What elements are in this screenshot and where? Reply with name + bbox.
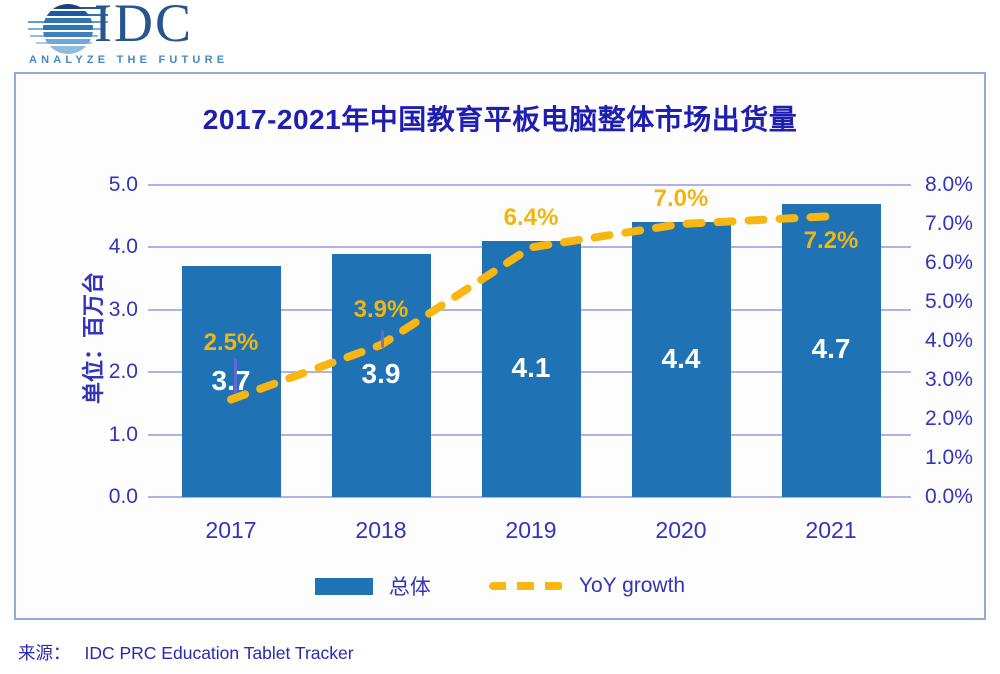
gridline — [148, 496, 911, 498]
bar-value-label: 4.7 — [811, 333, 851, 365]
marker-artifact — [234, 358, 237, 394]
gridline — [148, 184, 911, 186]
x-axis-label-2021: 2021 — [805, 517, 857, 543]
idc-logo-tagline: ANALYZE THE FUTURE — [29, 54, 229, 66]
yoy-label: 3.9% — [353, 295, 409, 323]
left-axis-tick: 2.0 — [108, 360, 138, 384]
right-axis-tick: 2.0% — [925, 407, 973, 430]
right-axis-tick: 4.0% — [925, 329, 973, 352]
bar-value-label: 3.9 — [361, 358, 401, 390]
chart-title: 2017-2021年中国教育平板电脑整体市场出货量 — [202, 104, 798, 135]
chart-frame: 2017-2021年中国教育平板电脑整体市场出货量 单位：百万台 0.0 1.0 2… — [14, 72, 986, 620]
x-axis-label-2020: 2020 — [655, 517, 707, 543]
right-axis-tick: 6.0% — [925, 251, 973, 274]
legend-line-label: YoY growth — [578, 574, 686, 597]
idc-logo-text: IDC — [94, 0, 193, 53]
left-axis-tick: 0.0 — [108, 485, 138, 508]
source-text: IDC PRC Education Tablet Tracker — [84, 643, 354, 663]
left-axis-tick: 4.0 — [108, 235, 138, 259]
source-label: 来源： — [18, 643, 71, 663]
idc-logo: IDC ANALYZE THE FUTURE — [28, 0, 328, 70]
legend-dash-swatch — [488, 582, 563, 590]
bar-value-label: 3.7 — [211, 364, 251, 396]
marker-artifact — [381, 330, 384, 348]
x-axis-label-2017: 2017 — [205, 517, 257, 543]
x-axis-label-2019: 2019 — [505, 517, 557, 543]
left-axis-tick: 1.0 — [108, 422, 138, 446]
yoy-label: 7.2% — [803, 227, 859, 255]
yoy-label: 2.5% — [203, 328, 259, 356]
right-axis-tick: 1.0% — [925, 446, 973, 469]
right-axis-tick: 7.0% — [925, 212, 973, 235]
yoy-label: 6.4% — [503, 204, 559, 232]
legend-bar-swatch — [314, 577, 373, 595]
left-axis-tick: 3.0 — [108, 297, 138, 321]
right-axis-tick: 5.0% — [925, 290, 973, 313]
legend-bar-label: 总体 — [388, 576, 431, 599]
legend: 总体 YoY growth — [16, 571, 984, 601]
right-axis-tick: 0.0% — [925, 485, 973, 508]
idc-globe-icon — [28, 4, 108, 54]
right-axis-tick: 8.0% — [925, 173, 973, 196]
bar-value-label: 4.4 — [661, 342, 701, 374]
right-axis-tick: 3.0% — [925, 368, 973, 391]
x-axis-label-2018: 2018 — [355, 517, 407, 543]
bar-value-label: 4.1 — [511, 352, 551, 384]
source-note: 来源： IDC PRC Education Tablet Tracker — [18, 640, 354, 665]
yoy-label: 7.0% — [653, 185, 709, 212]
left-axis-tick: 5.0 — [108, 173, 138, 196]
